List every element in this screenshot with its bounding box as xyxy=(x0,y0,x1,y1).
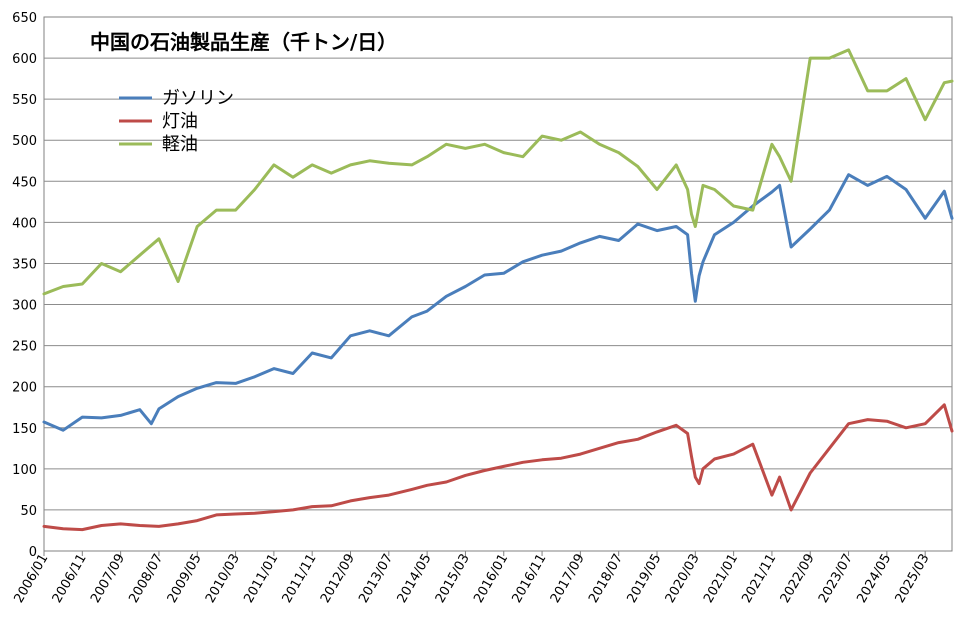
series-line xyxy=(42,173,954,432)
y-tick-label: 300 xyxy=(12,299,37,314)
legend-label: 灯油 xyxy=(162,111,198,132)
series-line xyxy=(42,403,954,532)
plot-area-frame xyxy=(43,16,953,552)
y-axis-tick-labels: 0 50 100 150 200 250 300 350 400 450 500 550 600 650 xyxy=(12,11,37,560)
y-tick-label: 400 xyxy=(12,216,37,231)
y-tick-label: 350 xyxy=(12,257,37,272)
y-tick-label: 500 xyxy=(12,134,37,149)
y-tick-label: 50 xyxy=(20,504,37,519)
legend-label: ガソリン xyxy=(162,88,234,109)
y-tick-label: 650 xyxy=(12,11,37,26)
y-tick-label: 100 xyxy=(12,463,37,478)
y-tick-label: 600 xyxy=(12,52,37,67)
y-tick-label: 450 xyxy=(12,175,37,190)
y-tick-label: 150 xyxy=(12,422,37,437)
y-tick-label: 0 xyxy=(29,545,37,560)
y-tick-label: 250 xyxy=(12,340,37,355)
y-tick-label: 550 xyxy=(12,93,37,108)
chart-title: 中国の石油製品生産（千トン/日） xyxy=(90,30,397,54)
legend-label: 軽油 xyxy=(162,134,198,155)
gridlines xyxy=(44,57,952,511)
series-lines xyxy=(42,48,954,532)
y-tick-label: 200 xyxy=(12,381,37,396)
series-line xyxy=(42,48,954,296)
